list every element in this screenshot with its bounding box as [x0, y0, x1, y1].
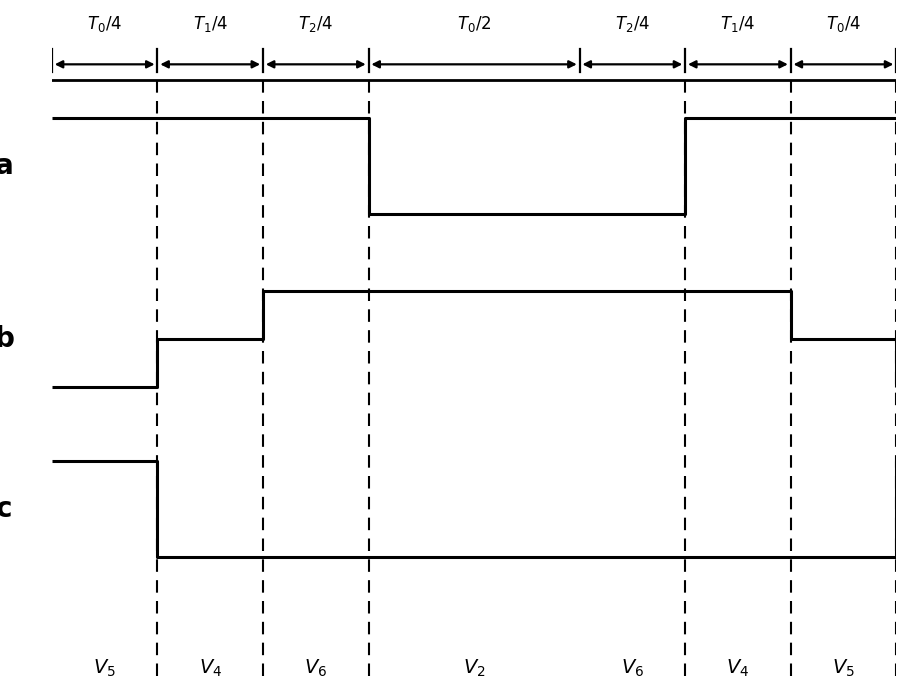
Text: $T_0/2$: $T_0/2$: [457, 13, 491, 34]
Text: a: a: [0, 152, 13, 180]
Text: $V_4$: $V_4$: [726, 658, 750, 679]
Text: $T_2/4$: $T_2/4$: [615, 13, 650, 34]
Text: $T_2/4$: $T_2/4$: [298, 13, 334, 34]
Text: c: c: [0, 495, 13, 523]
Text: $V_2$: $V_2$: [463, 658, 485, 679]
Text: $V_5$: $V_5$: [832, 658, 855, 679]
Text: $V_6$: $V_6$: [304, 658, 327, 679]
Text: $T_1/4$: $T_1/4$: [720, 13, 755, 34]
Text: $V_6$: $V_6$: [621, 658, 644, 679]
Text: $V_5$: $V_5$: [93, 658, 116, 679]
Text: $T_0/4$: $T_0/4$: [87, 13, 122, 34]
Text: $V_4$: $V_4$: [199, 658, 222, 679]
Text: $T_0/4$: $T_0/4$: [826, 13, 861, 34]
Text: b: b: [0, 325, 14, 353]
Text: $T_1/4$: $T_1/4$: [192, 13, 227, 34]
